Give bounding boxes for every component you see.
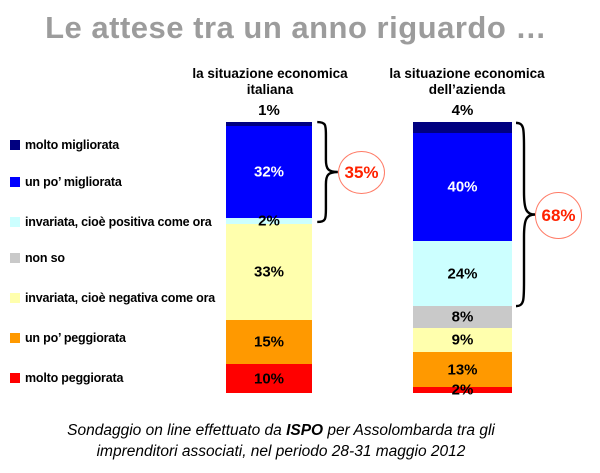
legend-label: molto peggiorata bbox=[25, 371, 124, 385]
legend-swatch-icon bbox=[10, 177, 20, 187]
brace-icon bbox=[314, 121, 340, 223]
legend-item-molto-peggiorata: molto peggiorata bbox=[10, 371, 123, 385]
legend-label: invariata, cioè positiva come ora bbox=[25, 215, 212, 229]
column-header-azienda: la situazione economica dell’azienda bbox=[389, 66, 545, 97]
legend-label: molto migliorata bbox=[25, 138, 120, 152]
legend-label: un po’ migliorata bbox=[25, 175, 122, 189]
bar-segment-molto-peggiorata: 10% bbox=[226, 364, 312, 393]
source-note-line2: imprenditori associati, nel periodo 28-3… bbox=[96, 443, 466, 460]
legend-swatch-icon bbox=[10, 253, 20, 263]
bar-segment-invariata-negativa: 9% bbox=[413, 328, 512, 352]
segment-value: 24% bbox=[447, 265, 478, 282]
legend-label: un po’ peggiorata bbox=[25, 331, 126, 345]
segment-value: 8% bbox=[451, 308, 474, 326]
bar-segment-un-po-peggiorata: 15% bbox=[226, 320, 312, 364]
segment-value: 2% bbox=[451, 381, 474, 399]
source-note-text: Sondaggio on line effettuato da bbox=[67, 422, 287, 439]
legend-item-invariata-negativa: invariata, cioè negativa come ora bbox=[10, 291, 215, 305]
stacked-bar-azienda: 40% 24% 8% 9% 13% 2% bbox=[413, 122, 512, 398]
bar-segment-molto-migliorata bbox=[413, 122, 512, 133]
legend-swatch-icon bbox=[10, 217, 20, 227]
segment-value: 33% bbox=[253, 263, 285, 281]
segment-value: 10% bbox=[253, 370, 285, 387]
bar-segment-non-so: 8% bbox=[413, 306, 512, 328]
segment-value: 40% bbox=[447, 178, 478, 196]
legend-swatch-icon bbox=[10, 140, 20, 150]
annotation-circle-68: 68% bbox=[535, 192, 582, 239]
bar-segment-molto-peggiorata: 2% bbox=[413, 383, 512, 398]
source-note-line1: Sondaggio on line effettuato da ISPO per… bbox=[66, 420, 496, 441]
bar-segment-un-po-migliorata: 32% bbox=[226, 126, 312, 218]
segment-value: 9% bbox=[451, 331, 474, 349]
bar-segment-invariata-negativa: 33% bbox=[226, 224, 312, 320]
segment-value: 13% bbox=[447, 361, 478, 378]
bar-segment-molto-migliorata bbox=[226, 122, 312, 126]
legend-swatch-icon bbox=[10, 293, 20, 303]
stacked-bar-italiana: 32% 2% 33% 15% 10% bbox=[226, 122, 312, 393]
legend-label: invariata, cioè negativa come ora bbox=[25, 291, 216, 305]
segment-value: 32% bbox=[253, 163, 285, 181]
legend-label: non so bbox=[25, 251, 65, 265]
source-note-ispo: ISPO bbox=[286, 422, 324, 439]
bar-segment-un-po-peggiorata: 13% bbox=[413, 352, 512, 387]
bar2-top-value: 4% bbox=[451, 102, 474, 119]
bar-segment-invariata-positiva: 2% bbox=[226, 214, 312, 229]
bar-segment-un-po-migliorata: 40% bbox=[413, 133, 512, 241]
legend-item-invariata-positiva: invariata, cioè positiva come ora bbox=[10, 215, 212, 229]
source-note: Sondaggio on line effettuato da ISPO per… bbox=[66, 420, 496, 462]
page-title: Le attese tra un anno riguardo … bbox=[45, 10, 547, 45]
legend-item-non-so: non so bbox=[10, 251, 65, 265]
segment-value: 15% bbox=[253, 333, 285, 351]
annotation-circle-35: 35% bbox=[338, 151, 385, 194]
legend-swatch-icon bbox=[10, 333, 20, 343]
segment-value: 2% bbox=[258, 212, 280, 230]
legend-swatch-icon bbox=[10, 373, 20, 383]
bar1-top-value: 1% bbox=[258, 102, 280, 119]
source-note-text: per Assolombarda tra gli bbox=[323, 422, 495, 439]
bar-segment-invariata-positiva: 24% bbox=[413, 241, 512, 306]
legend-item-un-po-migliorata: un po’ migliorata bbox=[10, 175, 122, 189]
legend-item-molto-migliorata: molto migliorata bbox=[10, 138, 119, 152]
brace-icon bbox=[513, 121, 537, 308]
legend-item-un-po-peggiorata: un po’ peggiorata bbox=[10, 331, 126, 345]
column-header-italiana: la situazione economica italiana bbox=[192, 66, 348, 97]
